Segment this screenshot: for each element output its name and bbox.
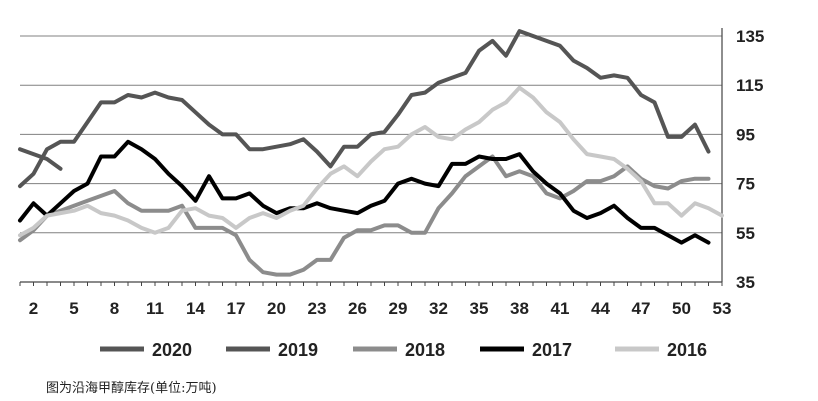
legend: 2020 2019 2018 2017 2016	[100, 340, 707, 360]
series-lines	[18, 29, 724, 277]
x-tick-label: 23	[308, 299, 327, 318]
series-line-2017	[18, 139, 711, 245]
y-tick-label: 135	[736, 27, 764, 46]
y-tick-label: 115	[736, 76, 763, 95]
legend-label-2020: 2020	[152, 340, 192, 360]
x-tick-label: 47	[632, 299, 651, 318]
x-tick-label: 53	[713, 299, 732, 318]
x-tick-labels: 2 5 8 11 14 17 20 23 26 29 32 35 38 41 44 47 50 53	[29, 299, 732, 318]
legend-label-2016: 2016	[667, 340, 707, 360]
series-line-2016	[18, 85, 724, 238]
legend-label-2019: 2019	[278, 340, 318, 360]
x-tick-label: 35	[470, 299, 489, 318]
y-tick-labels: 35 55 75 95 115 135	[736, 27, 764, 292]
x-tick-label: 44	[591, 299, 610, 318]
x-tick-label: 50	[672, 299, 691, 318]
x-tick-label: 14	[186, 299, 205, 318]
series-line-2018	[18, 154, 711, 277]
y-tick-label: 95	[736, 125, 755, 144]
y-tick-label: 35	[736, 273, 755, 292]
y-tick-label: 55	[736, 224, 755, 243]
x-tick-label: 41	[551, 299, 570, 318]
x-tick-label: 32	[429, 299, 448, 318]
x-tick-label: 26	[348, 299, 367, 318]
x-tick-label: 5	[69, 299, 78, 318]
series-line-2019	[18, 29, 711, 189]
y-tick-label: 75	[736, 175, 755, 194]
x-tick-label: 17	[227, 299, 246, 318]
x-tick-label: 11	[146, 299, 164, 318]
x-tick-label: 38	[510, 299, 529, 318]
axes	[19, 28, 723, 286]
x-tick-label: 20	[267, 299, 286, 318]
legend-label-2017: 2017	[532, 340, 572, 360]
series-line-2020	[18, 147, 63, 171]
x-tick-label: 2	[29, 299, 38, 318]
legend-label-2018: 2018	[405, 340, 445, 360]
x-tick-label: 29	[389, 299, 408, 318]
x-tick-label: 8	[110, 299, 119, 318]
chart-caption: 图为沿海甲醇库存(单位:万吨)	[46, 381, 217, 396]
